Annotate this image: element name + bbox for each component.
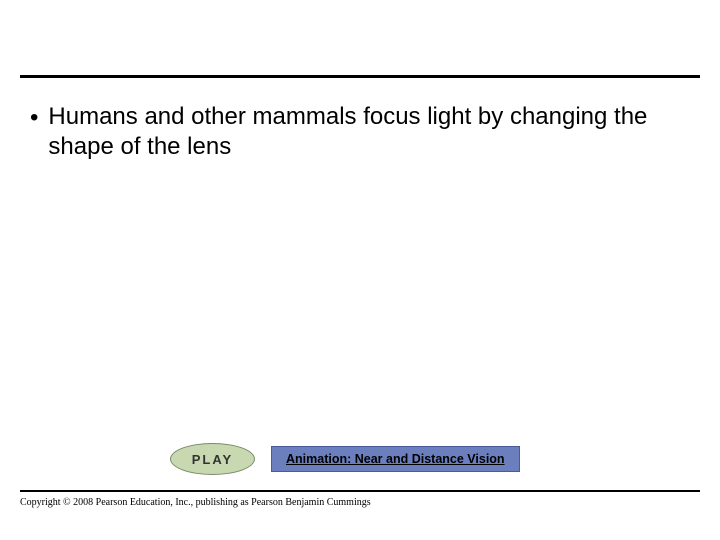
animation-label: Animation: Near and Distance Vision xyxy=(286,452,505,466)
bullet-text: Humans and other mammals focus light by … xyxy=(48,102,650,162)
play-row: PLAY Animation: Near and Distance Vision xyxy=(170,443,520,475)
play-label: PLAY xyxy=(192,452,233,467)
top-divider xyxy=(20,75,700,78)
copyright-text: Copyright © 2008 Pearson Education, Inc.… xyxy=(20,497,371,508)
animation-link[interactable]: Animation: Near and Distance Vision xyxy=(271,446,520,472)
slide: • Humans and other mammals focus light b… xyxy=(0,0,720,540)
play-button[interactable]: PLAY xyxy=(170,443,255,475)
bottom-divider xyxy=(20,490,700,492)
bullet-marker: • xyxy=(30,104,38,132)
bullet-item: • Humans and other mammals focus light b… xyxy=(30,102,650,162)
